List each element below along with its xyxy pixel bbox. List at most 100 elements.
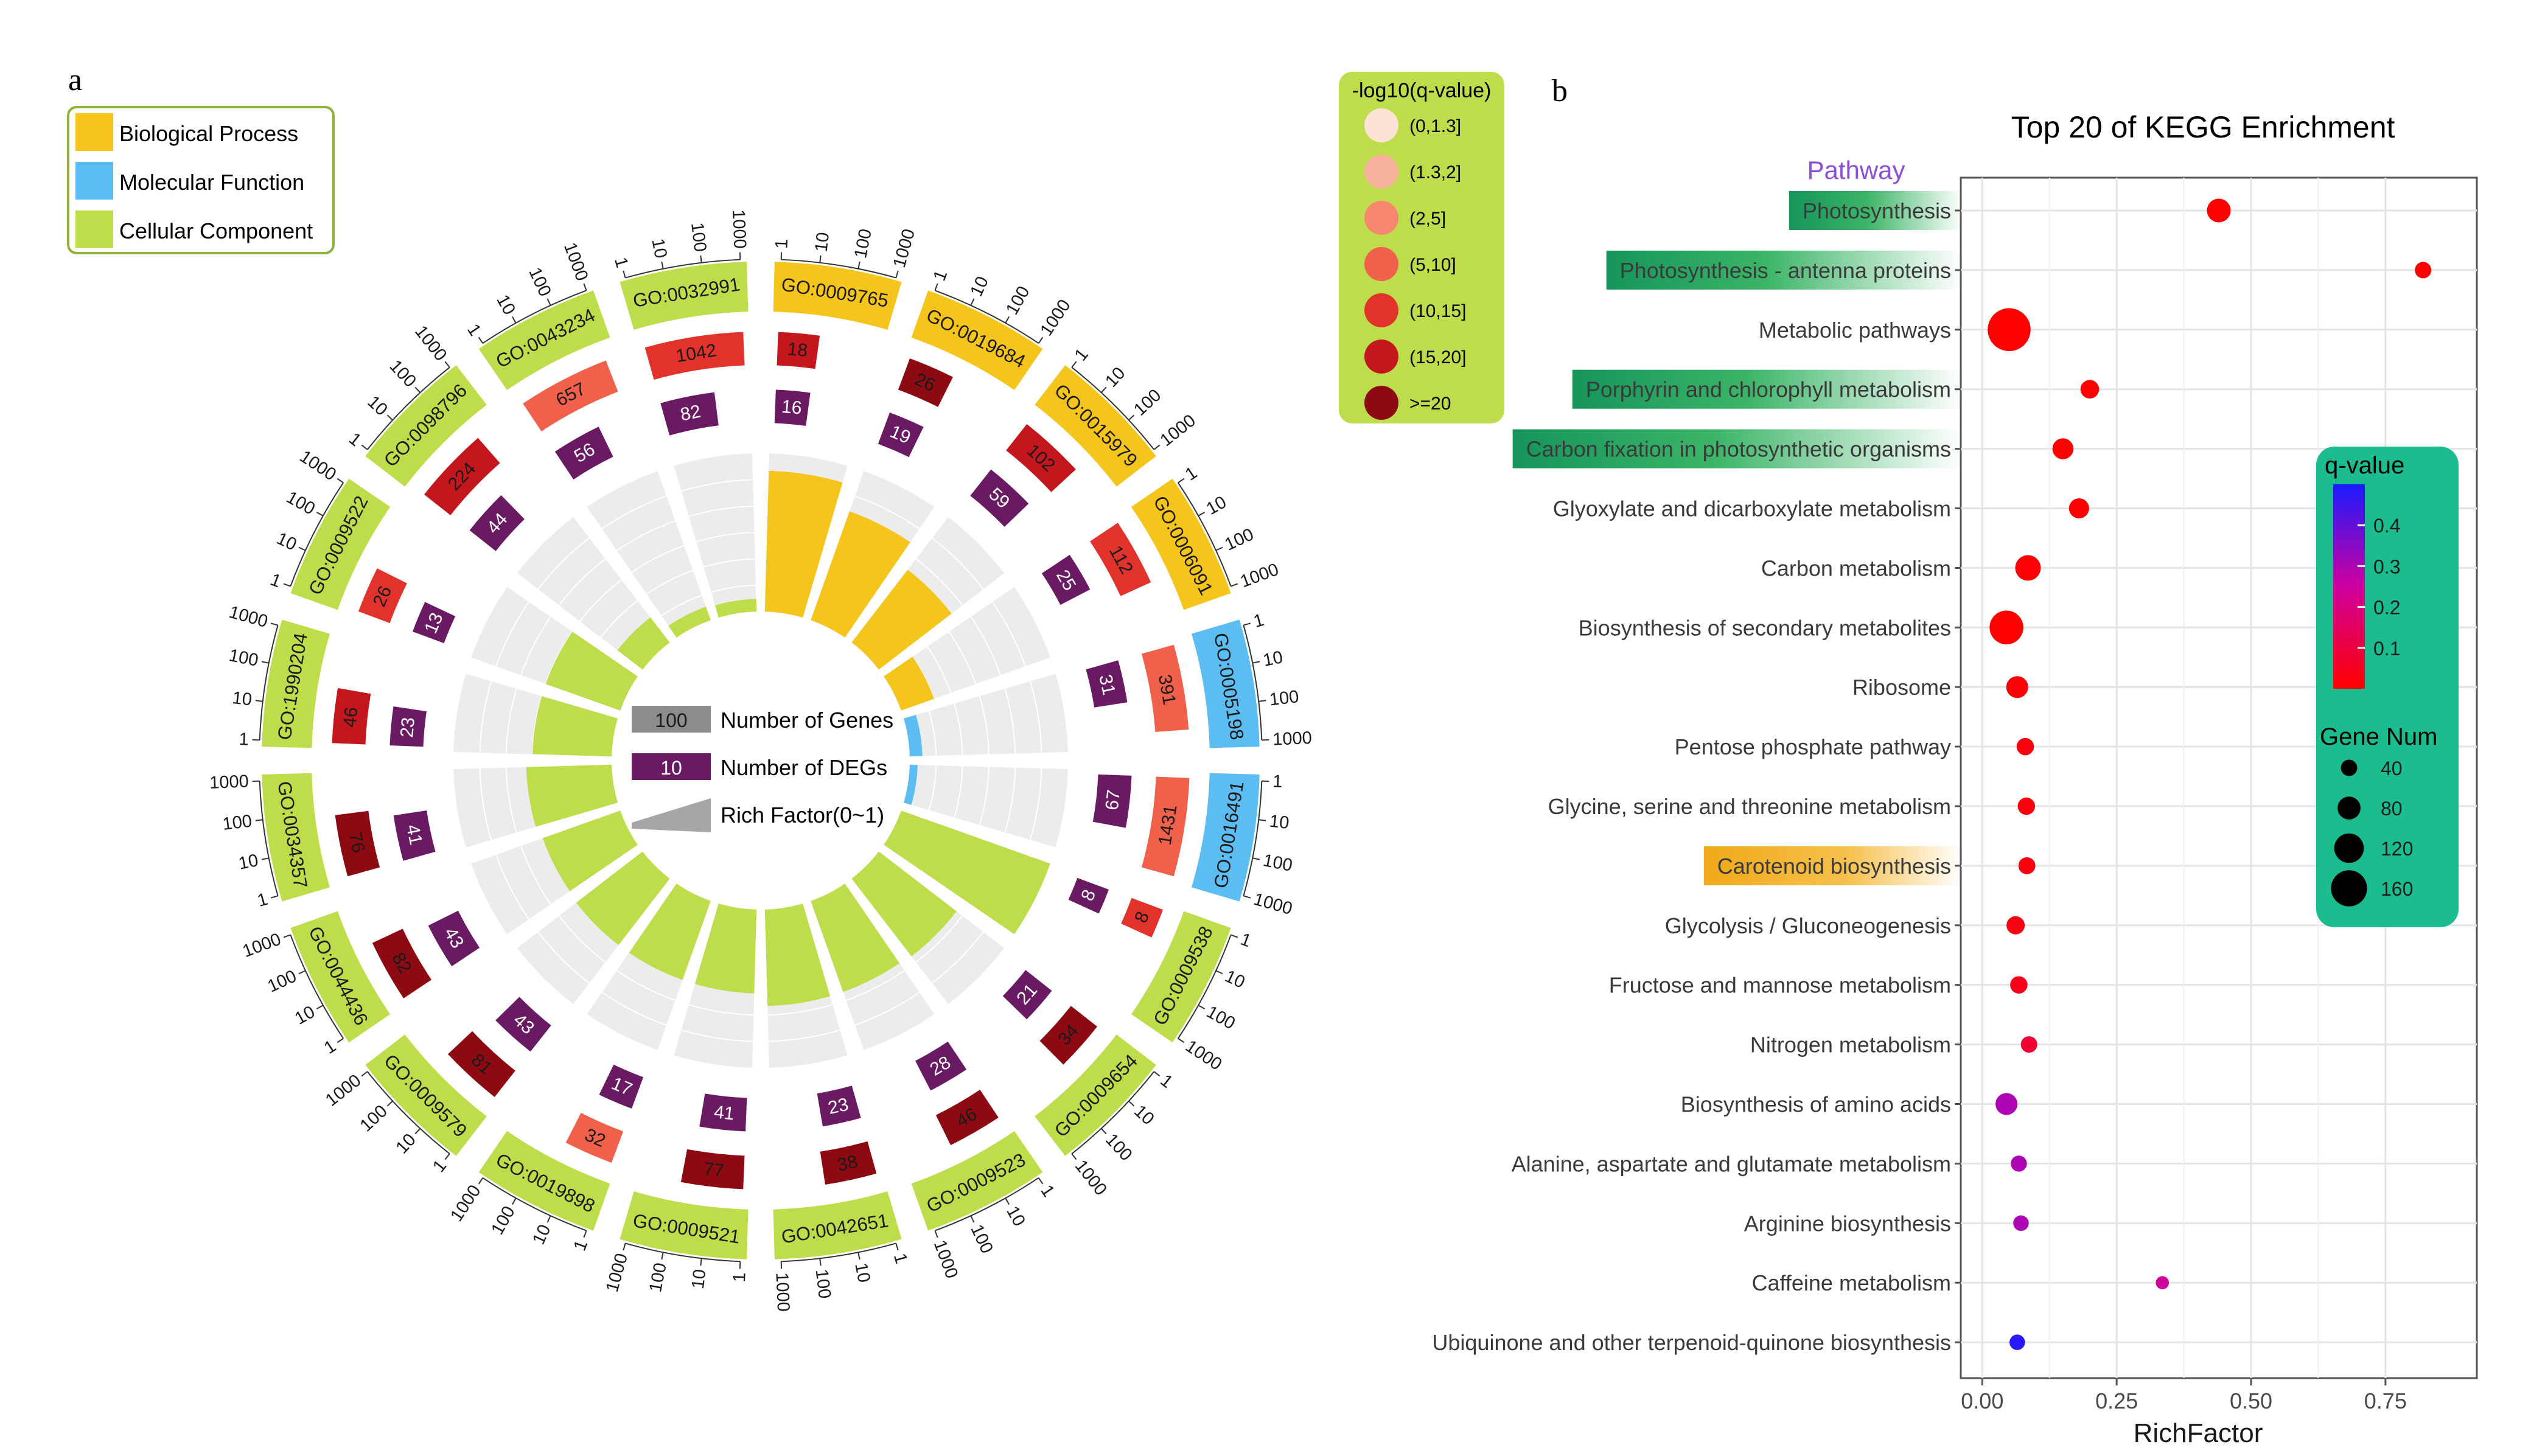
pathway-label: Metabolic pathways — [1759, 318, 1951, 343]
scale-axis — [1178, 482, 1232, 587]
deg-bar — [970, 469, 1029, 527]
pathway-label: Arginine biosynthesis — [1744, 1211, 1951, 1236]
pathway-label: Ubiquinone and other terpenoid-quinone b… — [1432, 1330, 1951, 1355]
pathway-point — [2015, 555, 2041, 581]
gene-count-label: 38 — [836, 1152, 860, 1176]
richfactor-gridline — [915, 558, 963, 606]
qvalue-bin-label: (15,20] — [1409, 347, 1466, 367]
gene-count-label: 77 — [703, 1159, 725, 1182]
richfactor-gridline — [932, 537, 984, 590]
deg-bar — [878, 413, 924, 458]
scale-tick — [361, 1071, 368, 1077]
scale-tick-label: 1 — [321, 1036, 340, 1058]
scale-tick — [261, 857, 269, 860]
gene-bar — [565, 1113, 624, 1163]
scale-axis — [366, 1071, 450, 1155]
scale-tick-label: 100 — [1268, 687, 1300, 709]
scale-tick — [1128, 414, 1135, 421]
qvalue-bin-label: (10,15] — [1409, 301, 1466, 321]
gene-bar — [680, 1149, 745, 1190]
qvalue-bin-swatch — [1364, 340, 1398, 374]
qvalue-bin-label: (1.3,2] — [1409, 162, 1461, 183]
deg-bar — [393, 810, 436, 861]
scale-axis — [1071, 366, 1155, 450]
category-label-mf: Molecular Function — [119, 170, 304, 195]
scale-tick — [1198, 512, 1206, 517]
scale-tick-label: 10 — [688, 1268, 710, 1290]
go-term-band — [911, 1130, 1043, 1231]
scale-tick-label: 1000 — [447, 1182, 484, 1225]
richfactor-gridline — [992, 601, 1026, 667]
scale-tick — [1128, 1100, 1135, 1107]
scale-tick-label: 100 — [1203, 1002, 1238, 1034]
scale-tick — [337, 478, 344, 484]
scale-axis — [935, 1177, 1039, 1231]
richfactor-gridline — [854, 992, 920, 1026]
gene-count-label: 18 — [786, 339, 808, 361]
scale-tick — [700, 1258, 702, 1266]
gene-bar — [1006, 424, 1076, 492]
genenum-swatch — [2341, 759, 2358, 776]
qvalue-bin-swatch — [1364, 293, 1398, 327]
scale-tick-label: 10 — [1222, 966, 1248, 992]
scale-tick-label: 1000 — [227, 602, 270, 632]
scale-tick-label: 1 — [463, 321, 485, 340]
richfactor-bar — [851, 851, 957, 956]
gene-sample-value: 100 — [655, 709, 687, 731]
gene-bar — [424, 437, 500, 515]
scale-tick-label: 1000 — [772, 1272, 793, 1312]
richfactor-gridline — [681, 1029, 753, 1042]
scale-tick-label: 1 — [930, 268, 952, 284]
scale-tick — [934, 283, 938, 291]
pathway-label: Ribosome — [1852, 675, 1951, 700]
deg-bar — [660, 392, 719, 436]
scale-tick — [1215, 970, 1223, 975]
scale-tick — [1243, 622, 1251, 626]
gene-sample-label: Number of Genes — [721, 708, 893, 733]
category-legend-frame — [67, 106, 335, 254]
scale-tick — [1005, 1197, 1010, 1205]
pathway-point — [2018, 857, 2036, 874]
scale-tick-label: 100 — [966, 1222, 996, 1256]
richfactor-track — [517, 517, 670, 670]
go-term-band — [262, 619, 330, 748]
gene-bar — [358, 568, 407, 624]
scale-axis — [781, 1242, 896, 1263]
scale-tick-label: 1000 — [1251, 890, 1294, 919]
scale-tick-label: 1000 — [296, 447, 340, 484]
pathway-point — [2009, 1334, 2025, 1350]
deg-bar — [389, 706, 427, 747]
deg-bar — [1092, 774, 1132, 828]
scale-tick-label: 1 — [610, 255, 632, 270]
scale-tick-label: 10 — [1002, 1203, 1029, 1230]
richfactor-bar — [884, 657, 934, 711]
scale-tick-label: 10 — [529, 1222, 555, 1248]
scale-tick-label: 100 — [357, 1101, 391, 1135]
richfactor-gridline — [537, 537, 590, 590]
richfactor-sample-label: Rich Factor(0~1) — [721, 803, 884, 827]
scale-axis — [1178, 935, 1232, 1039]
pathway-point — [1995, 1093, 2018, 1115]
scale-tick-label: 100 — [1130, 386, 1165, 420]
scale-tick-label: 1000 — [602, 1251, 632, 1294]
scale-tick-label: 10 — [274, 529, 300, 555]
category-label-bp: Biological Process — [119, 121, 298, 146]
richfactor-bar — [904, 764, 918, 805]
scale-tick-label: 1000 — [890, 227, 919, 270]
richfactor-gridline — [601, 495, 667, 529]
scale-axis — [1243, 781, 1263, 896]
richfactor-bar — [811, 883, 899, 992]
scale-axis — [625, 259, 741, 279]
scale-tick — [857, 1252, 861, 1260]
scale-tick-label: 10 — [292, 1002, 318, 1029]
pathway-label: Carotenoid biosynthesis — [1717, 854, 1951, 879]
richfactor-gridline — [520, 616, 551, 676]
scale-tick — [386, 414, 393, 421]
category-swatch-mf — [75, 162, 113, 200]
scale-tick — [1252, 857, 1260, 860]
scale-tick-label: 100 — [1262, 851, 1294, 876]
pathway-point — [2207, 198, 2231, 223]
go-term-band — [290, 478, 391, 610]
scale-tick — [478, 1177, 484, 1185]
deg-count-label: 41 — [402, 823, 426, 847]
